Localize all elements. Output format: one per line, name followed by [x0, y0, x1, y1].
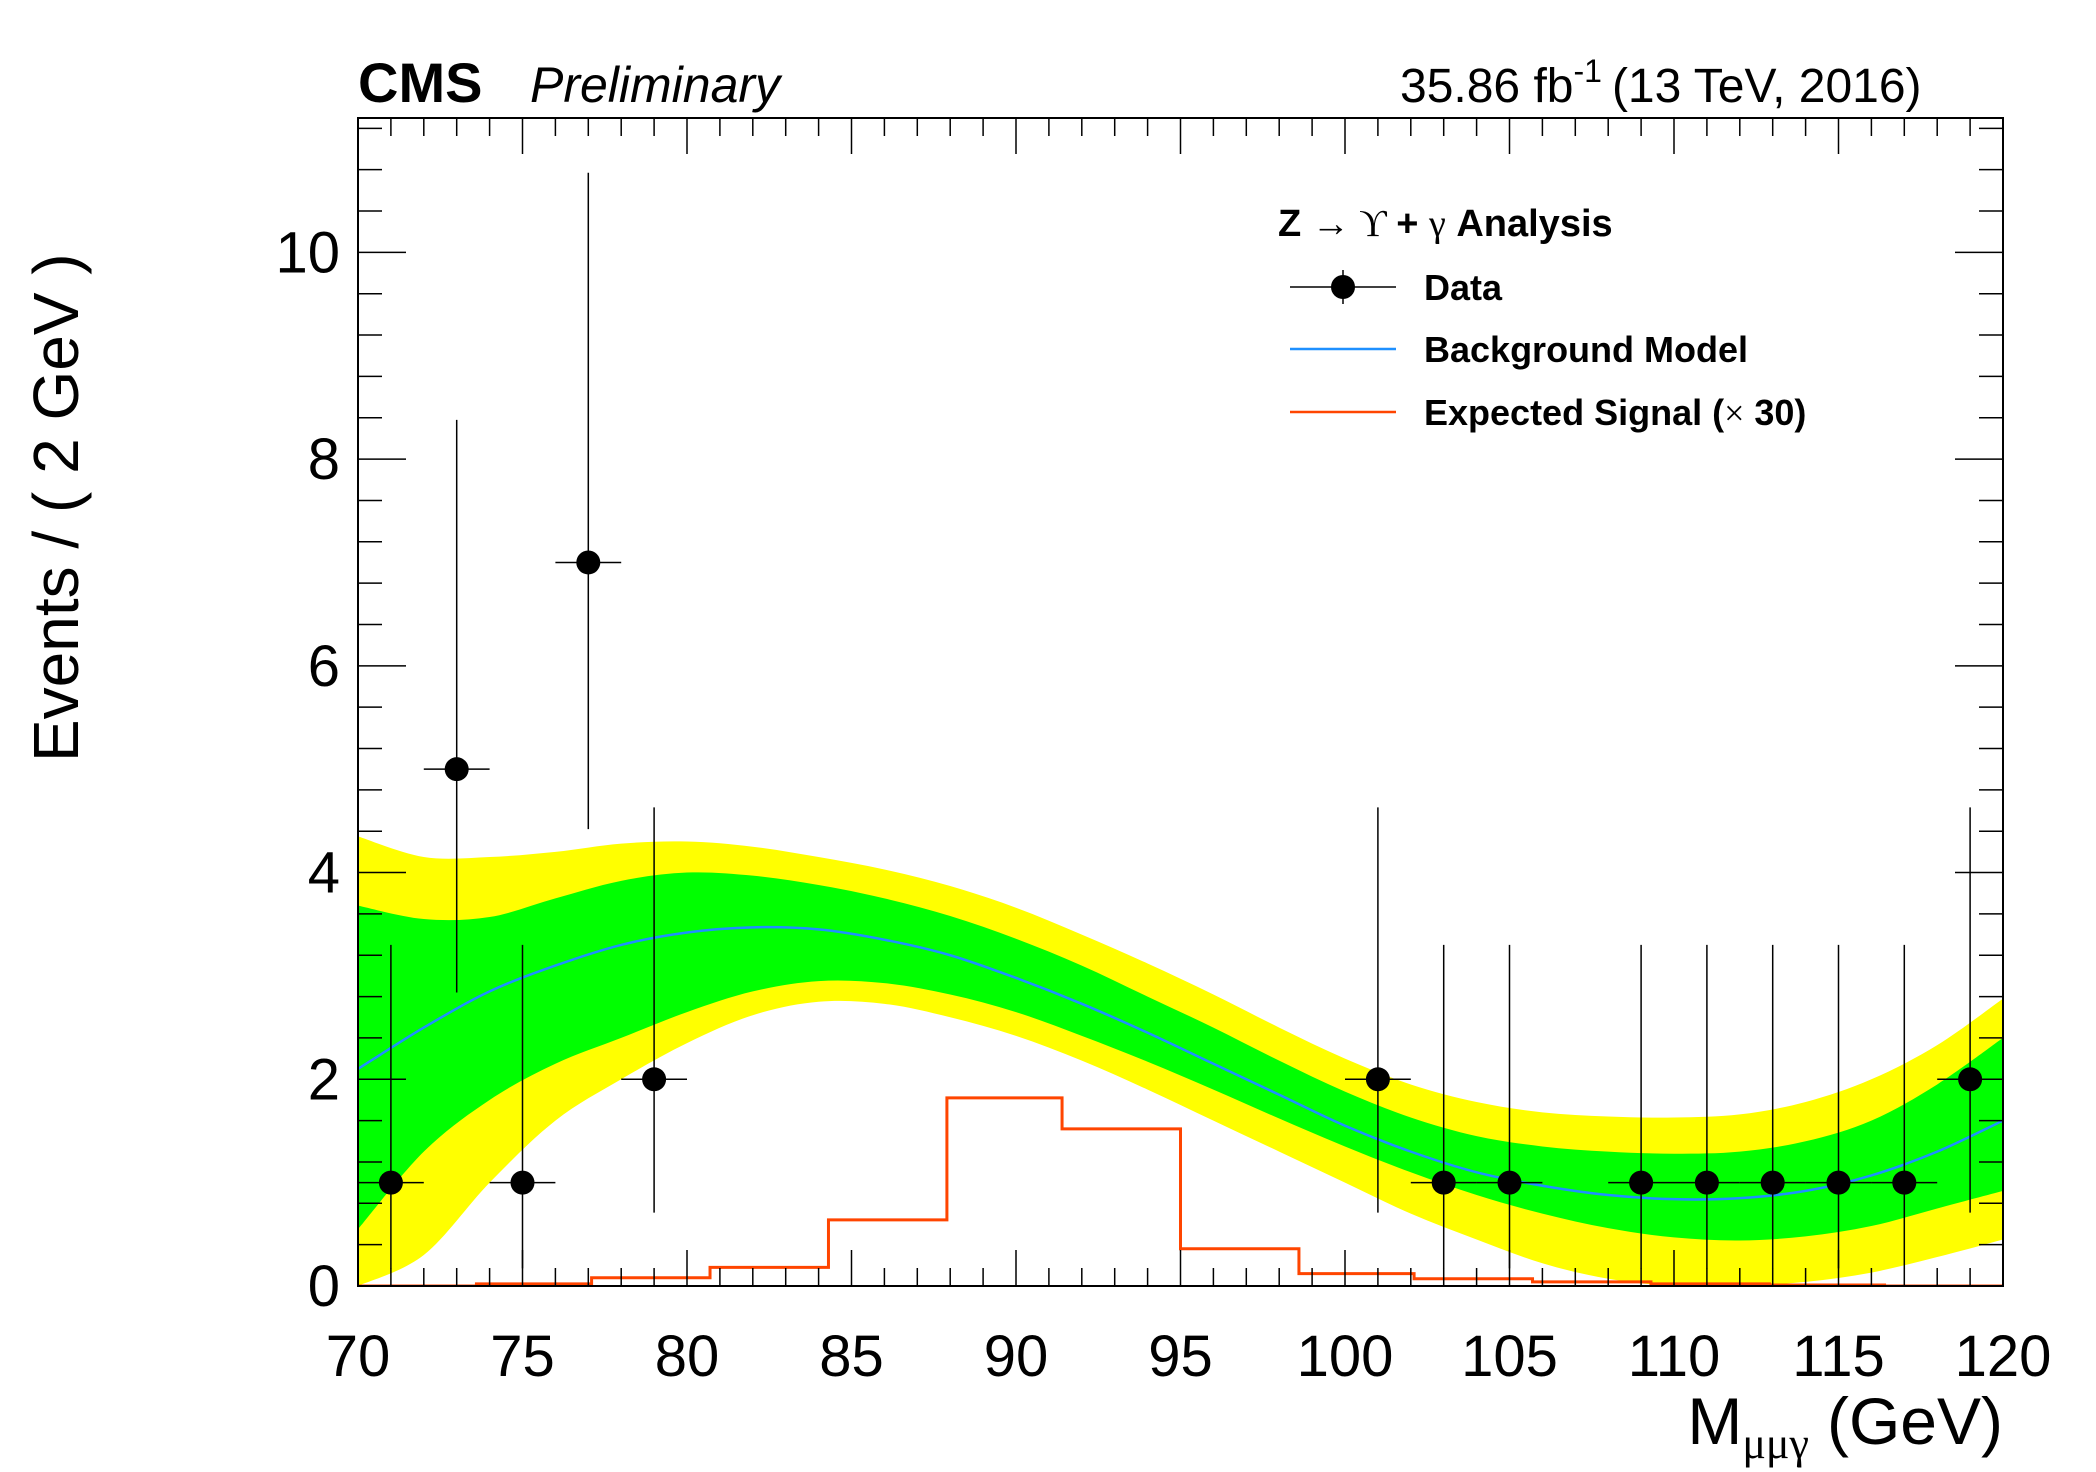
data-point-marker — [1497, 1170, 1522, 1195]
x-axis-title-sub: μμγ — [1742, 1419, 1809, 1468]
background-bands — [358, 836, 2003, 1286]
data-point — [1739, 944, 1806, 1269]
signal-step-line — [358, 1096, 2003, 1286]
background-model-curve — [358, 925, 2003, 1201]
legend-bkg-label: Background Model — [1424, 329, 1748, 370]
data-point-marker — [1365, 1067, 1390, 1092]
background-model-line — [358, 925, 2003, 1201]
legend-title-gamma: γ — [1428, 203, 1446, 245]
legend-title-analysis: Analysis — [1446, 203, 1613, 245]
y-tick-label: 8 — [308, 427, 340, 492]
legend-signal-label-end: 30) — [1744, 392, 1806, 433]
legend-data-marker — [1331, 275, 1355, 299]
axis-ticks — [357, 118, 2004, 1287]
data-point — [489, 944, 556, 1269]
lumi-exponent: -1 — [1573, 53, 1601, 89]
data-point-marker — [642, 1067, 667, 1092]
data-point-marker — [1694, 1170, 1719, 1195]
expected-signal-histogram — [358, 1096, 2003, 1286]
data-points — [358, 172, 2003, 1269]
x-tick-label: 80 — [655, 1324, 720, 1389]
x-tick-label: 105 — [1461, 1324, 1558, 1389]
data-point — [1410, 944, 1477, 1269]
x-axis-title-main: M — [1687, 1384, 1742, 1458]
data-point-marker — [1760, 1170, 1785, 1195]
lumi-label: 35.86 fb-1 (13 TeV, 2016) — [1400, 53, 1922, 113]
x-tick-label: 75 — [490, 1324, 555, 1389]
legend-title-plus: + — [1396, 203, 1429, 245]
x-tick-label: 100 — [1297, 1324, 1394, 1389]
data-point — [1674, 944, 1740, 1269]
legend-title-z: Z — [1278, 203, 1312, 245]
experiment-label: CMS — [358, 51, 482, 114]
data-point — [1805, 944, 1872, 1269]
x-tick-label: 120 — [1955, 1324, 2052, 1389]
x-tick-label: 95 — [1148, 1324, 1213, 1389]
data-point-marker — [1826, 1170, 1851, 1195]
legend-title-upsilon: ϒ — [1350, 203, 1396, 245]
y-axis-title: Events / ( 2 GeV ) — [20, 253, 92, 762]
data-point-marker — [510, 1170, 535, 1195]
lumi-energy: (13 TeV, 2016) — [1612, 60, 1922, 113]
status-label: Preliminary — [530, 57, 783, 113]
data-point-marker — [576, 550, 601, 575]
y-tick-label: 6 — [308, 634, 340, 699]
data-point-marker — [1629, 1170, 1654, 1195]
y-tick-label: 2 — [308, 1047, 340, 1112]
x-tick-label: 115 — [1792, 1324, 1884, 1389]
legend-signal-label: Expected Signal (× 30) — [1424, 392, 1806, 433]
legend-signal-label-times: × — [1724, 393, 1744, 433]
x-tick-label: 70 — [326, 1324, 391, 1389]
x-axis-title: Mμμγ (GeV) — [1687, 1384, 2003, 1468]
band-1sigma — [358, 872, 2003, 1241]
data-point-marker — [444, 757, 469, 782]
data-point-marker — [1892, 1170, 1917, 1195]
data-point — [1608, 944, 1674, 1269]
x-tick-label: 90 — [984, 1324, 1049, 1389]
x-axis-title-unit: (GeV) — [1827, 1384, 2003, 1458]
legend-title-arrow: → — [1312, 203, 1350, 245]
plot-frame — [357, 117, 2004, 1287]
data-point — [1476, 944, 1543, 1269]
legend: Z → ϒ + γ Analysis Data Background Model… — [1278, 203, 1806, 433]
data-point — [1345, 807, 1411, 1213]
legend-title: Z → ϒ + γ Analysis — [1278, 203, 1613, 245]
y-tick-label: 0 — [308, 1254, 340, 1319]
data-point-marker — [1431, 1170, 1456, 1195]
legend-signal-label-start: Expected Signal ( — [1424, 392, 1724, 433]
data-point — [555, 172, 622, 830]
y-tick-label: 10 — [275, 220, 340, 285]
data-point — [1871, 944, 1938, 1269]
data-point — [358, 944, 424, 1269]
data-point — [423, 419, 490, 993]
x-tick-label: 85 — [819, 1324, 884, 1389]
lumi-value: 35.86 fb — [1400, 60, 1573, 113]
data-point-marker — [378, 1170, 403, 1195]
legend-data-label: Data — [1424, 267, 1503, 308]
axis-tick-labels: 70 75 80 85 90 95 100 105 110 115 120 0 2 4 6 8 10 — [275, 220, 2051, 1389]
x-tick-label: 110 — [1628, 1324, 1720, 1389]
data-point — [621, 807, 687, 1213]
y-tick-label: 4 — [308, 841, 340, 906]
